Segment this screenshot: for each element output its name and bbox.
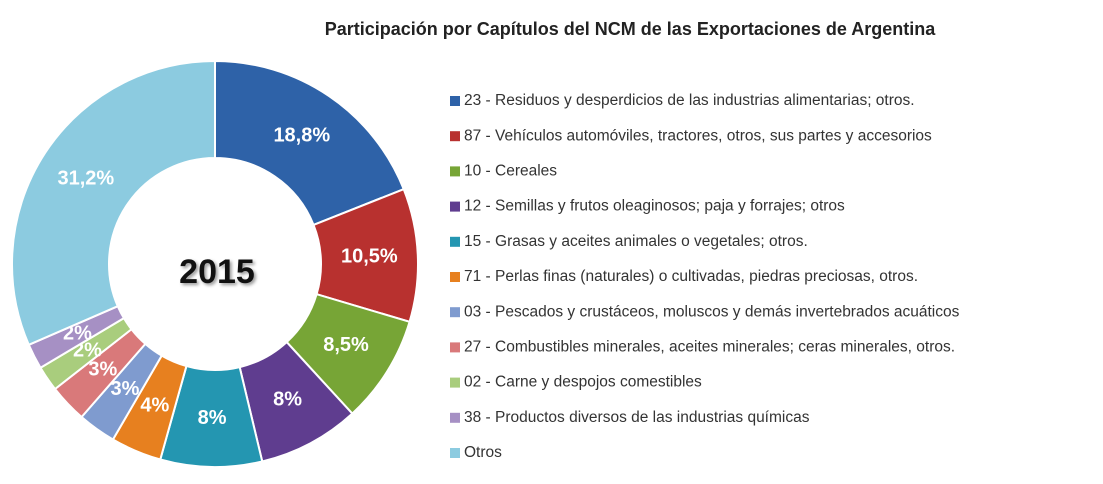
legend-label: 02 - Carne y despojos comestibles (464, 374, 702, 391)
legend-swatch (450, 166, 460, 177)
legend-label: 87 - Vehículos automóviles, tractores, o… (464, 127, 932, 144)
donut-slice (214, 59, 405, 227)
slice-label: 31,2% (57, 168, 114, 190)
legend-label: 12 - Semillas y frutos oleaginosos; paja… (464, 198, 845, 215)
legend-label: 03 - Pescados y crustáceos, moluscos y d… (464, 303, 960, 320)
legend-label: 71 - Perlas finas (naturales) o cultivad… (464, 268, 918, 285)
legend-swatch (450, 377, 460, 388)
legend-label: 38 - Productos diversos de las industria… (464, 409, 810, 426)
legend-swatch (450, 201, 460, 212)
slice-label: 3% (111, 378, 140, 400)
slice-label: 4% (140, 395, 169, 417)
legend-label: 15 - Grasas y aceites animales o vegetal… (464, 233, 808, 250)
slice-label: 10,5% (341, 245, 398, 267)
donut-slice (11, 59, 216, 347)
chart-title: Participación por Capítulos del NCM de l… (325, 19, 936, 39)
legend-swatch (450, 272, 460, 282)
legend-swatch (450, 412, 460, 423)
slice-label: 8,5% (323, 334, 369, 356)
slice-label: 2% (63, 323, 92, 345)
legend-label: Otros (464, 444, 502, 461)
legend-swatch (450, 96, 460, 106)
slice-label: 3% (88, 359, 117, 381)
legend-label: 27 - Combustibles minerales, aceites min… (464, 338, 955, 355)
legend-swatch (450, 342, 460, 353)
legend-swatch (450, 131, 460, 142)
legend-swatch (450, 236, 460, 247)
slice-label: 18,8% (273, 124, 330, 146)
slice-label: 8% (273, 389, 302, 411)
legend-label: 10 - Cereales (464, 162, 557, 179)
slice-label: 8% (198, 407, 227, 429)
legend-swatch (450, 307, 460, 318)
legend-swatch (450, 448, 460, 458)
center-label: 2015 (179, 253, 255, 291)
legend-label: 23 - Residuos y desperdicios de las indu… (464, 92, 915, 109)
